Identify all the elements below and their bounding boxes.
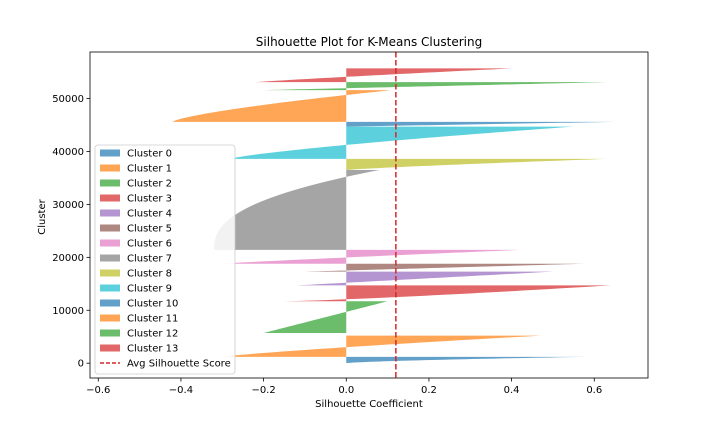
legend-entry-label: Cluster 1 xyxy=(127,164,172,175)
legend-swatch xyxy=(100,164,120,172)
legend-entry-label: Cluster 0 xyxy=(127,149,172,160)
legend-entry-label: Avg Silhouette Score xyxy=(127,359,231,370)
cluster-area-2 xyxy=(263,301,388,334)
x-tick-label: −0.2 xyxy=(251,385,275,396)
x-tick-label: 0.2 xyxy=(421,385,437,396)
x-axis-label: Silhouette Coefficient xyxy=(315,399,423,410)
legend-swatch xyxy=(100,269,120,277)
plot-area xyxy=(89,51,649,379)
legend-swatch xyxy=(100,239,120,247)
legend: Cluster 0 Cluster 1 Cluster 2 Cluster 3 Clus… xyxy=(94,144,236,375)
legend-swatch xyxy=(100,329,120,337)
legend-swatch xyxy=(100,284,120,292)
legend-entry-label: Cluster 10 xyxy=(127,299,178,310)
cluster-area-1 xyxy=(222,335,541,357)
cluster-areas xyxy=(172,68,615,364)
y-tick-label: 10000 xyxy=(52,306,84,317)
legend-swatch xyxy=(100,149,120,157)
legend-swatch xyxy=(100,344,120,352)
y-tick-label: 50000 xyxy=(52,94,84,105)
cluster-area-0 xyxy=(346,356,586,364)
x-tick-label: 0.6 xyxy=(586,385,602,396)
x-tick-label: −0.4 xyxy=(169,385,193,396)
axes-frame xyxy=(89,51,649,379)
x-tick-label: 0.0 xyxy=(338,385,354,396)
cluster-area-5 xyxy=(304,263,586,272)
y-tick-label: 0 xyxy=(78,359,84,370)
cluster-area-9 xyxy=(230,126,574,159)
x-axis-ticks: −0.6 −0.4 −0.2 0.0 0.2 0.4 0.6 xyxy=(86,378,602,396)
legend-swatch xyxy=(100,209,120,217)
cluster-area-12 xyxy=(263,82,607,91)
legend-swatch xyxy=(100,224,120,232)
cluster-area-13 xyxy=(255,68,512,83)
x-tick-label: 0.4 xyxy=(504,385,520,396)
y-tick-label: 20000 xyxy=(52,253,84,264)
chart-title: Silhouette Plot for K-Means Clustering xyxy=(256,35,482,49)
cluster-area-3 xyxy=(284,285,611,302)
legend-entry-label: Cluster 11 xyxy=(127,314,178,325)
legend-entry-label: Cluster 7 xyxy=(127,254,172,265)
cluster-area-11 xyxy=(172,90,392,122)
legend-entry-label: Cluster 4 xyxy=(127,209,172,220)
legend-entry-label: Cluster 6 xyxy=(127,239,172,250)
y-axis-label: Cluster xyxy=(37,198,48,234)
legend-entry-label: Cluster 3 xyxy=(127,194,172,205)
legend-entry-label: Cluster 9 xyxy=(127,284,172,295)
y-tick-label: 30000 xyxy=(52,200,84,211)
legend-frame xyxy=(94,144,236,375)
y-axis-ticks: 0 10000 20000 30000 40000 50000 xyxy=(52,94,90,370)
y-tick-label: 40000 xyxy=(52,147,84,158)
cluster-area-4 xyxy=(296,271,553,286)
legend-swatch xyxy=(100,179,120,187)
cluster-area-8 xyxy=(346,158,607,171)
legend-swatch xyxy=(100,314,120,322)
x-tick-label: −0.6 xyxy=(86,385,110,396)
cluster-area-10 xyxy=(346,121,615,127)
legend-entry-label: Cluster 13 xyxy=(127,344,178,355)
legend-swatch xyxy=(100,194,120,202)
legend-entry-label: Cluster 2 xyxy=(127,179,172,190)
cluster-area-7 xyxy=(214,170,380,250)
legend-entry-label: Cluster 5 xyxy=(127,224,172,235)
legend-entry-label: Cluster 8 xyxy=(127,269,172,280)
cluster-area-6 xyxy=(222,249,520,264)
legend-swatch xyxy=(100,299,120,307)
legend-entry-label: Cluster 12 xyxy=(127,329,178,340)
legend-swatch xyxy=(100,254,120,262)
